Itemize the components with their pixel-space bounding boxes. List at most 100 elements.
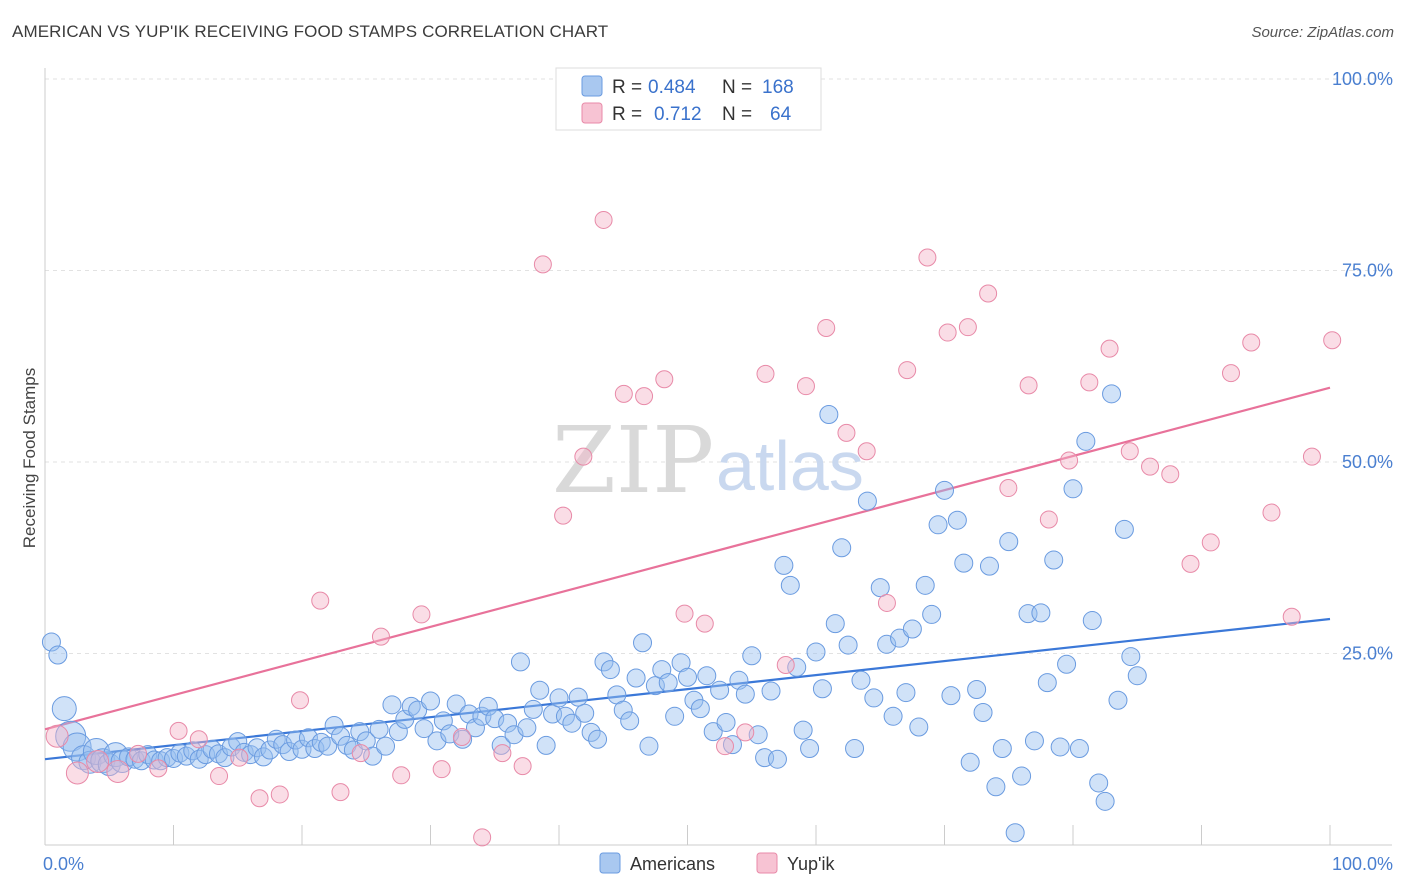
americans-point xyxy=(1005,823,1025,843)
yupik-point xyxy=(837,423,856,442)
x-tick-label-start: 0.0% xyxy=(43,854,84,874)
americans-point xyxy=(1031,603,1051,623)
americans-point xyxy=(369,719,389,739)
americans-point xyxy=(793,720,813,740)
yupik-point xyxy=(1323,331,1342,350)
americans-point xyxy=(1076,431,1096,451)
americans-point xyxy=(620,711,640,731)
yupik-point xyxy=(371,627,390,646)
chart-title: AMERICAN VS YUP'IK RECEIVING FOOD STAMPS… xyxy=(12,22,609,41)
yupik-point xyxy=(311,591,330,610)
americans-point xyxy=(376,736,396,756)
yupik-point xyxy=(938,323,957,342)
yupik-point xyxy=(857,442,876,461)
bottom-legend: Americans Yup'ik xyxy=(599,852,835,874)
americans-point xyxy=(986,777,1006,797)
americans-point xyxy=(1102,384,1122,404)
americans-point xyxy=(1095,791,1115,811)
yupik-point xyxy=(1242,333,1261,352)
americans-point xyxy=(960,752,980,772)
grid-lines xyxy=(45,78,1392,654)
americans-point xyxy=(870,578,890,598)
yupik-points xyxy=(45,210,1342,847)
americans-point xyxy=(742,646,762,666)
bottom-legend-label-americans: Americans xyxy=(630,854,715,874)
yupik-point xyxy=(392,766,411,785)
americans-point xyxy=(626,668,646,688)
y-axis-label: Receiving Food Stamps xyxy=(20,368,39,548)
americans-point xyxy=(523,699,543,719)
y-tick-labels: 25.0% 50.0% 75.0% 100.0% xyxy=(1332,69,1393,664)
americans-point xyxy=(485,709,505,729)
americans-point xyxy=(967,680,987,700)
yupik-point xyxy=(331,783,350,802)
americans-point xyxy=(465,718,485,738)
americans-point xyxy=(819,405,839,425)
americans-point xyxy=(266,729,286,749)
legend-n-value-yupik: 64 xyxy=(770,104,792,125)
americans-point xyxy=(82,738,110,766)
americans-point xyxy=(947,510,967,530)
americans-point xyxy=(979,556,999,576)
x-tick-labels: 0.0% 100.0% xyxy=(43,854,1393,874)
americans-point xyxy=(1121,647,1141,667)
yupik-point xyxy=(776,655,795,674)
yupik-point xyxy=(898,361,917,380)
yupik-point xyxy=(149,759,168,778)
americans-point xyxy=(568,687,588,707)
americans-point xyxy=(613,700,633,720)
americans-point xyxy=(318,736,338,756)
americans-point xyxy=(549,688,569,708)
americans-point xyxy=(382,695,402,715)
americans-point xyxy=(767,749,787,769)
yupik-point xyxy=(635,387,654,406)
americans-point xyxy=(517,718,537,738)
americans-point xyxy=(941,686,961,706)
americans-point xyxy=(806,642,826,662)
yupik-point xyxy=(716,737,735,756)
americans-point xyxy=(999,532,1019,552)
americans-point xyxy=(658,673,678,693)
legend-swatch-americans xyxy=(581,75,603,97)
yupik-point xyxy=(1100,339,1119,358)
americans-point xyxy=(594,652,614,672)
americans-point xyxy=(530,680,550,700)
legend-n-label-americans: N = xyxy=(722,77,752,98)
americans-point xyxy=(363,746,383,766)
yupik-trend-line xyxy=(44,386,1331,731)
yupik-point xyxy=(1282,607,1301,626)
americans-point xyxy=(1044,550,1064,570)
americans-point xyxy=(48,645,68,665)
yupik-point xyxy=(129,744,148,763)
americans-points xyxy=(41,384,1147,843)
yupik-point xyxy=(1039,510,1058,529)
yupik-point xyxy=(65,761,89,785)
americans-point xyxy=(973,702,993,722)
americans-point xyxy=(645,676,665,696)
americans-point xyxy=(350,722,370,742)
americans-point xyxy=(1050,737,1070,757)
legend-r-label-americans: R = xyxy=(612,77,642,98)
yupik-point xyxy=(574,447,593,466)
americans-point xyxy=(890,628,910,648)
americans-point xyxy=(421,691,440,711)
americans-point xyxy=(575,703,595,723)
yupik-point xyxy=(432,760,451,779)
americans-point xyxy=(1089,773,1109,793)
yupik-point xyxy=(250,789,269,808)
americans-point xyxy=(909,717,929,737)
americans-point xyxy=(825,614,845,634)
americans-point xyxy=(1069,738,1089,758)
americans-point xyxy=(51,696,77,722)
americans-point xyxy=(812,679,832,699)
americans-point xyxy=(446,694,466,714)
yupik-point xyxy=(1120,442,1139,461)
y-tick-label: 100.0% xyxy=(1332,69,1393,89)
watermark-atlas: atlas xyxy=(716,427,864,505)
americans-point xyxy=(1127,666,1147,686)
americans-point xyxy=(388,722,408,742)
watermark: ZIP atlas xyxy=(552,407,864,514)
yupik-point xyxy=(230,748,249,767)
americans-point xyxy=(414,719,434,739)
yupik-point xyxy=(45,724,69,748)
